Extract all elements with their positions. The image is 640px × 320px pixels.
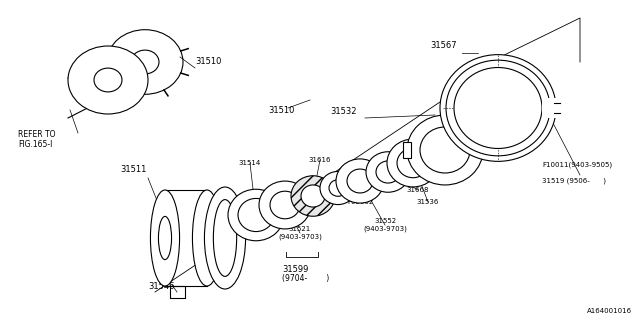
Ellipse shape	[291, 176, 335, 216]
Text: (9704-        ): (9704- )	[282, 274, 329, 283]
Ellipse shape	[329, 180, 347, 196]
Text: 31519 (9506-      ): 31519 (9506- )	[542, 178, 606, 185]
Text: 31510: 31510	[195, 57, 221, 66]
Ellipse shape	[397, 148, 429, 178]
Ellipse shape	[228, 189, 284, 241]
Text: 31514: 31514	[239, 160, 261, 166]
Text: 31616: 31616	[308, 157, 332, 163]
Text: F05602: F05602	[347, 199, 373, 205]
Ellipse shape	[238, 198, 274, 232]
Ellipse shape	[407, 115, 483, 185]
Ellipse shape	[159, 216, 172, 260]
Ellipse shape	[440, 55, 556, 161]
Text: 31668: 31668	[407, 187, 429, 193]
Bar	[403, 142, 411, 158]
Text: 31532: 31532	[330, 107, 356, 116]
Ellipse shape	[301, 185, 325, 207]
Ellipse shape	[270, 191, 300, 219]
Bar	[542, 98, 560, 118]
Text: 31521
(9403-9703): 31521 (9403-9703)	[278, 226, 322, 240]
Ellipse shape	[336, 159, 384, 203]
Text: 31511: 31511	[120, 165, 147, 174]
Ellipse shape	[213, 200, 237, 276]
Ellipse shape	[204, 187, 246, 289]
Text: 31567: 31567	[430, 41, 456, 50]
Ellipse shape	[366, 152, 410, 192]
Text: 31546: 31546	[148, 282, 175, 291]
Ellipse shape	[320, 172, 356, 204]
Text: 31510: 31510	[268, 106, 294, 115]
Text: FIG.165-I: FIG.165-I	[18, 140, 52, 149]
Ellipse shape	[420, 127, 470, 173]
Text: 31599: 31599	[282, 265, 308, 274]
Text: REFER TO: REFER TO	[18, 130, 56, 139]
Ellipse shape	[347, 169, 373, 193]
Text: 31552
(9403-9703): 31552 (9403-9703)	[363, 218, 407, 232]
Ellipse shape	[454, 68, 542, 148]
Text: 31536: 31536	[417, 199, 439, 205]
Ellipse shape	[94, 68, 122, 92]
Ellipse shape	[107, 30, 183, 94]
Ellipse shape	[259, 181, 311, 229]
Ellipse shape	[131, 50, 159, 74]
Ellipse shape	[376, 161, 400, 183]
Ellipse shape	[68, 46, 148, 114]
Text: A164001016: A164001016	[587, 308, 632, 314]
Text: F10011(9403-9505): F10011(9403-9505)	[542, 162, 612, 168]
Ellipse shape	[446, 60, 550, 156]
Ellipse shape	[150, 190, 180, 286]
Ellipse shape	[193, 190, 221, 286]
Ellipse shape	[387, 139, 439, 187]
